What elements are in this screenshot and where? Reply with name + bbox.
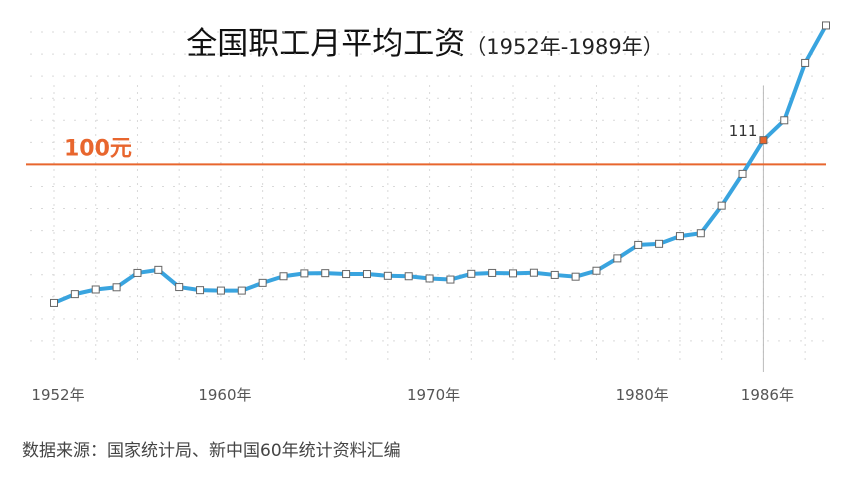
data-point xyxy=(258,278,267,287)
reference-line-label: 100元 xyxy=(64,136,132,161)
highlight-value-label: 111 xyxy=(729,122,758,140)
data-point xyxy=(91,285,100,294)
data-point xyxy=(655,239,664,248)
data-point xyxy=(425,274,434,283)
data-point xyxy=(279,272,288,281)
source-note: 数据来源：国家统计局、新中国60年统计资料汇编 xyxy=(22,441,401,461)
data-point xyxy=(634,240,643,249)
x-tick-label: 1952年 xyxy=(31,386,84,404)
x-tick-label: 1970年 xyxy=(407,386,460,404)
grid-lines xyxy=(30,31,826,365)
highlight-point xyxy=(759,136,768,145)
data-point xyxy=(133,268,142,277)
data-point xyxy=(571,272,580,281)
data-point xyxy=(154,265,163,274)
x-tick-label: 1980年 xyxy=(616,386,669,404)
title-subtitle: （1952年-1989年） xyxy=(465,35,664,59)
data-point xyxy=(550,270,559,279)
data-point xyxy=(801,58,810,67)
chart-title: 全国职工月平均工资（1952年-1989年） xyxy=(0,18,850,63)
data-point xyxy=(446,275,455,284)
data-point xyxy=(70,290,79,299)
data-point xyxy=(404,272,413,281)
data-point xyxy=(50,298,58,307)
data-point xyxy=(780,116,789,125)
data-point xyxy=(196,286,205,295)
data-point xyxy=(488,268,497,277)
x-tick-label: 1960年 xyxy=(198,386,251,404)
x-axis-ticks: 1952年 1960年 1970年 1980年 1986年 xyxy=(31,386,794,404)
data-point xyxy=(696,229,705,238)
data-point xyxy=(613,254,622,263)
data-point xyxy=(675,232,684,241)
data-point xyxy=(321,269,330,278)
data-markers xyxy=(50,21,830,307)
data-point xyxy=(112,283,121,292)
data-point xyxy=(383,271,392,280)
data-point xyxy=(822,21,830,30)
data-point xyxy=(175,283,184,292)
data-point xyxy=(216,286,225,295)
data-point xyxy=(342,270,351,279)
title-main: 全国职工月平均工资 xyxy=(186,26,466,62)
data-point xyxy=(467,269,476,278)
data-point xyxy=(509,269,518,278)
data-point xyxy=(738,169,747,178)
data-point xyxy=(529,268,538,277)
data-point xyxy=(717,201,726,210)
data-point xyxy=(300,269,309,278)
data-point xyxy=(237,286,246,295)
data-point xyxy=(362,270,371,279)
data-point xyxy=(592,266,601,275)
x-tick-label: 1986年 xyxy=(741,386,794,404)
